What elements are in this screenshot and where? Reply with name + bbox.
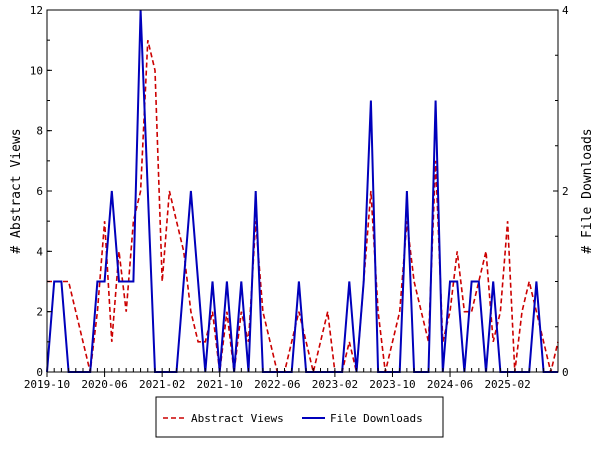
- y-left-tick-label: 0: [36, 366, 43, 379]
- x-tick-label: 2023-02: [312, 378, 358, 391]
- x-tick-label: 2025-02: [484, 378, 530, 391]
- x-tick-label: 2019-10: [24, 378, 70, 391]
- y-left-tick-label: 2: [36, 306, 43, 319]
- legend-label-file-downloads: File Downloads: [330, 412, 423, 425]
- x-tick-label: 2024-06: [427, 378, 473, 391]
- y-left-tick-label: 6: [36, 185, 43, 198]
- x-tick-label: 2022-06: [254, 378, 300, 391]
- y-right-tick-label: 0: [562, 366, 569, 379]
- y-left-tick-label: 8: [36, 125, 43, 138]
- series-line-file-downloads: [46, 9, 558, 373]
- series-group: [46, 9, 559, 373]
- y-left-tick-label: 12: [30, 4, 43, 17]
- legend-box: [155, 396, 444, 438]
- x-tick-label: 2021-02: [139, 378, 185, 391]
- x-tick-label: 2020-06: [81, 378, 127, 391]
- y-left-tick-label: 10: [30, 64, 43, 77]
- legend: Abstract Views File Downloads: [155, 396, 444, 438]
- y-axis-title-left: # Abstract Views: [9, 128, 24, 253]
- y-right-tick-label: 2: [562, 185, 569, 198]
- y-axis-left: 0 2 4 6 8 10 12: [30, 4, 52, 379]
- legend-label-abstract-views: Abstract Views: [191, 412, 284, 425]
- x-tick-label: 2021-10: [197, 378, 243, 391]
- y-axis-title-right: # File Downloads: [580, 128, 595, 253]
- y-axis-right: 0 2 4: [553, 4, 569, 379]
- y-right-tick-label: 4: [562, 4, 569, 17]
- x-axis: 2019-10 2020-06 2021-02 2021-10 2022-06 2023-…: [24, 368, 559, 391]
- x-tick-label: 2023-10: [369, 378, 415, 391]
- y-left-tick-label: 4: [36, 245, 43, 258]
